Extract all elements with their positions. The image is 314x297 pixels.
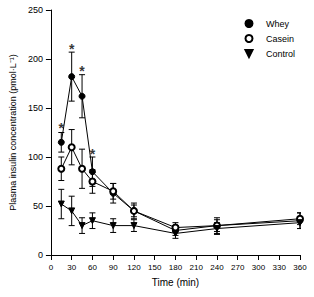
svg-text:120: 120 (127, 263, 141, 272)
svg-text:Time (min): Time (min) (152, 277, 199, 288)
svg-text:210: 210 (190, 263, 204, 272)
svg-text:250: 250 (28, 5, 43, 15)
svg-text:270: 270 (231, 263, 245, 272)
svg-text:0: 0 (38, 250, 43, 260)
svg-text:Whey: Whey (266, 19, 290, 29)
svg-text:90: 90 (109, 263, 118, 272)
svg-text:*: * (69, 41, 75, 57)
svg-text:60: 60 (88, 263, 97, 272)
svg-text:0: 0 (49, 263, 54, 272)
svg-text:150: 150 (148, 263, 162, 272)
svg-text:150: 150 (28, 103, 43, 113)
svg-text:240: 240 (210, 263, 224, 272)
svg-text:360: 360 (293, 263, 307, 272)
svg-text:Plasma insulin concentration (: Plasma insulin concentration (pmol·L⁻¹) (8, 54, 18, 211)
svg-text:300: 300 (252, 263, 266, 272)
svg-text:100: 100 (28, 152, 43, 162)
svg-text:50: 50 (33, 201, 43, 211)
svg-text:30: 30 (67, 263, 76, 272)
svg-text:Control: Control (266, 49, 295, 59)
svg-text:180: 180 (169, 263, 183, 272)
svg-text:Casein: Casein (266, 34, 294, 44)
svg-text:330: 330 (273, 263, 287, 272)
svg-text:*: * (79, 63, 85, 79)
svg-text:200: 200 (28, 54, 43, 64)
